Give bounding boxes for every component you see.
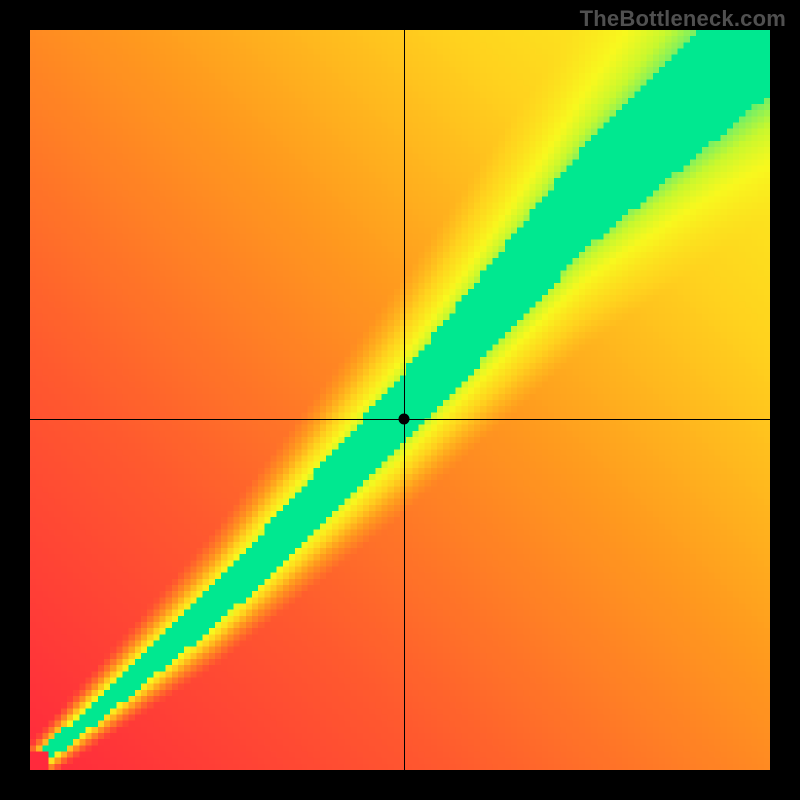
heatmap-canvas bbox=[30, 30, 770, 770]
outer-frame: TheBottleneck.com bbox=[0, 0, 800, 800]
heatmap-plot bbox=[30, 30, 770, 770]
crosshair-marker bbox=[398, 413, 409, 424]
crosshair-vertical bbox=[404, 30, 405, 770]
watermark-label: TheBottleneck.com bbox=[580, 6, 786, 32]
